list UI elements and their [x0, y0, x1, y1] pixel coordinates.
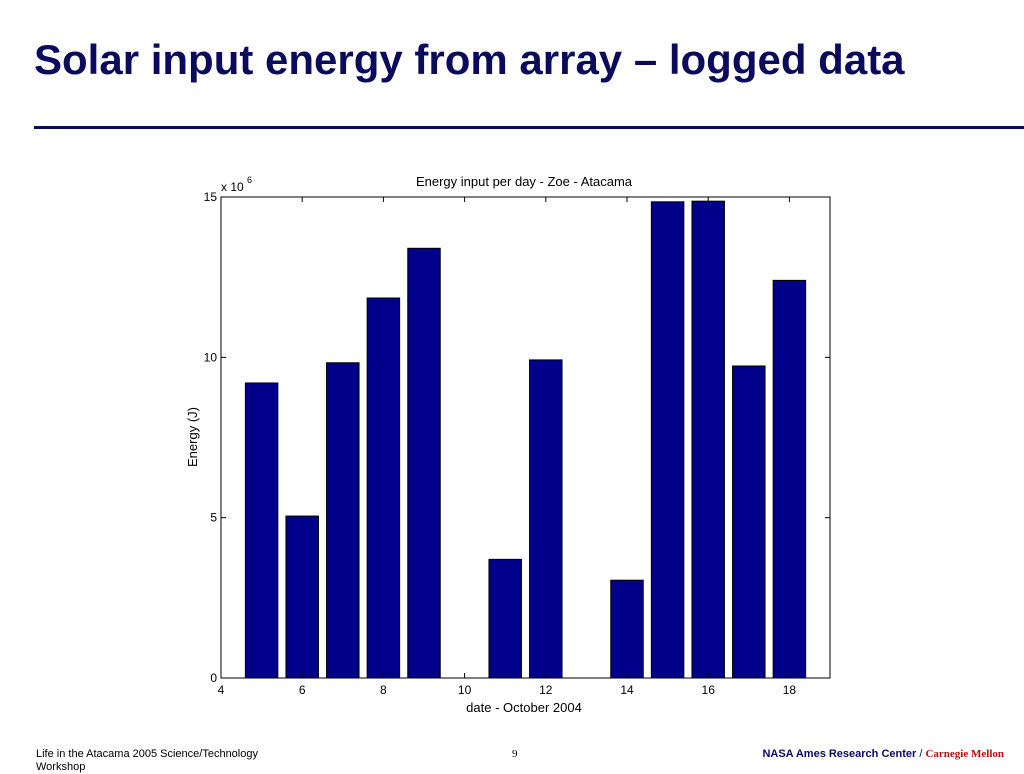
bar-oct-12: [529, 359, 563, 679]
plot-area: [220, 196, 831, 679]
bar-oct-17: [732, 365, 766, 679]
y-axis-label: Energy (J): [185, 407, 200, 467]
x-tick-label: 16: [702, 683, 716, 697]
y-multiplier-label: x 10: [221, 180, 244, 194]
bar-oct-18: [772, 279, 807, 679]
bar-oct-15: [650, 201, 685, 679]
footer-nasa: NASA Ames Research Center: [762, 748, 917, 760]
footer-cmu: Carnegie Mellon: [925, 748, 1004, 760]
y-tick-label: 0: [210, 671, 217, 685]
title-rule: [34, 126, 1024, 129]
y-tick-label: 15: [204, 190, 218, 204]
page-number: 9: [512, 748, 518, 760]
footer-organizations: NASA Ames Research Center / Carnegie Mel…: [762, 748, 1004, 760]
footer-workshop: Life in the Atacama 2005 Science/Technol…: [36, 748, 258, 773]
x-tick-label: 8: [380, 683, 387, 697]
x-tick-label: 18: [783, 683, 797, 697]
bar-oct-11: [488, 558, 522, 679]
bar-oct-6: [285, 515, 319, 679]
x-tick-label: 10: [458, 683, 472, 697]
x-tick-label: 6: [299, 683, 306, 697]
slide-title: Solar input energy from array – logged d…: [34, 36, 905, 83]
y-tick-label: 5: [210, 511, 217, 525]
x-tick-label: 4: [218, 683, 225, 697]
bar-oct-14: [610, 579, 644, 679]
y-multiplier-exponent: 6: [247, 175, 252, 185]
footer-separator: /: [919, 748, 923, 760]
bar-oct-9: [407, 247, 441, 679]
bar-chart: 4 6 8 10 12 14 16 18 0 5 10 15 Energy input per day…: [185, 174, 831, 715]
bar-oct-5: [244, 382, 279, 679]
bar-oct-16: [691, 200, 725, 679]
chart-title: Energy input per day - Zoe - Atacama: [416, 174, 633, 189]
bar-oct-8: [366, 297, 401, 679]
y-tick-label: 10: [204, 350, 218, 364]
x-tick-label: 12: [539, 683, 553, 697]
bar-oct-7: [326, 362, 360, 679]
x-tick-label: 14: [620, 683, 634, 697]
x-axis-label: date - October 2004: [466, 700, 582, 715]
